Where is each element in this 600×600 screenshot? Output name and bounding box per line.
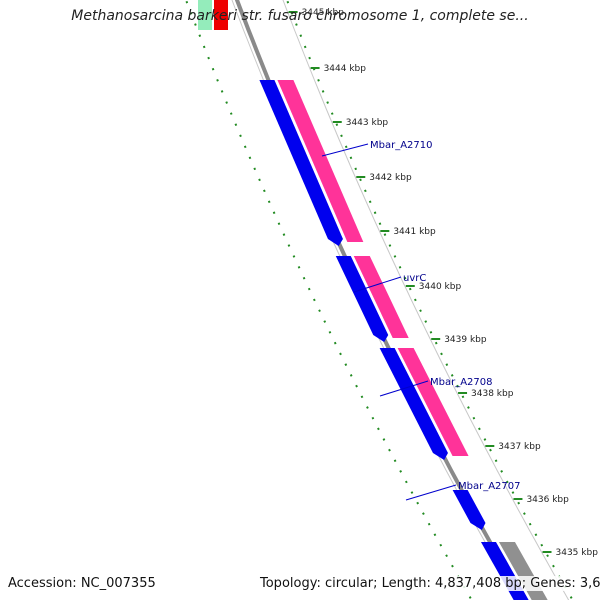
tick-label: 3441 kbp [393,227,436,237]
gene-label-leader [353,276,402,293]
gene-label[interactable]: Mbar_A2708 [430,377,493,388]
gene-feature-block [397,348,469,456]
tick-label: 3442 kbp [369,173,412,183]
tick-label: 3439 kbp [444,335,487,345]
cds-arrow [452,490,486,530]
gene-label[interactable]: Mbar_A2710 [370,140,433,151]
tick-label: 3444 kbp [324,64,367,74]
cds-arrow [335,256,389,342]
inner-dotted-track [184,0,473,600]
gene-fragment-top [214,0,228,30]
tick-label: 3438 kbp [471,389,514,399]
gene-label[interactable]: uvrC [403,273,426,284]
track-outline-right [282,0,570,600]
gene-feature-block [353,256,409,338]
gene-label[interactable]: Mbar_A2707 [458,481,521,492]
tick-label: 3436 kbp [526,495,569,505]
gene-feature-block [277,80,364,242]
cds-arrow [259,80,343,246]
tick-label: 3437 kbp [498,442,541,452]
tick-label: 3445 kbp [302,8,345,18]
topology-label: Topology: circular; Length: 4,837,408 bp… [260,576,600,591]
tick-label: 3440 kbp [419,282,462,292]
gene-label-leader [405,484,457,501]
cds-arrow [379,348,448,460]
gene-label-leader [321,143,369,157]
accession-label: Accession: NC_007355 [8,576,156,591]
tick-label: 3435 kbp [556,548,599,558]
map-title: Methanosarcina barkeri str. fusaro chrom… [71,8,529,24]
gene-fragment-top [198,0,212,30]
gene-label-leader [379,380,429,397]
outer-dotted-track [285,0,574,600]
tick-label: 3443 kbp [346,118,389,128]
